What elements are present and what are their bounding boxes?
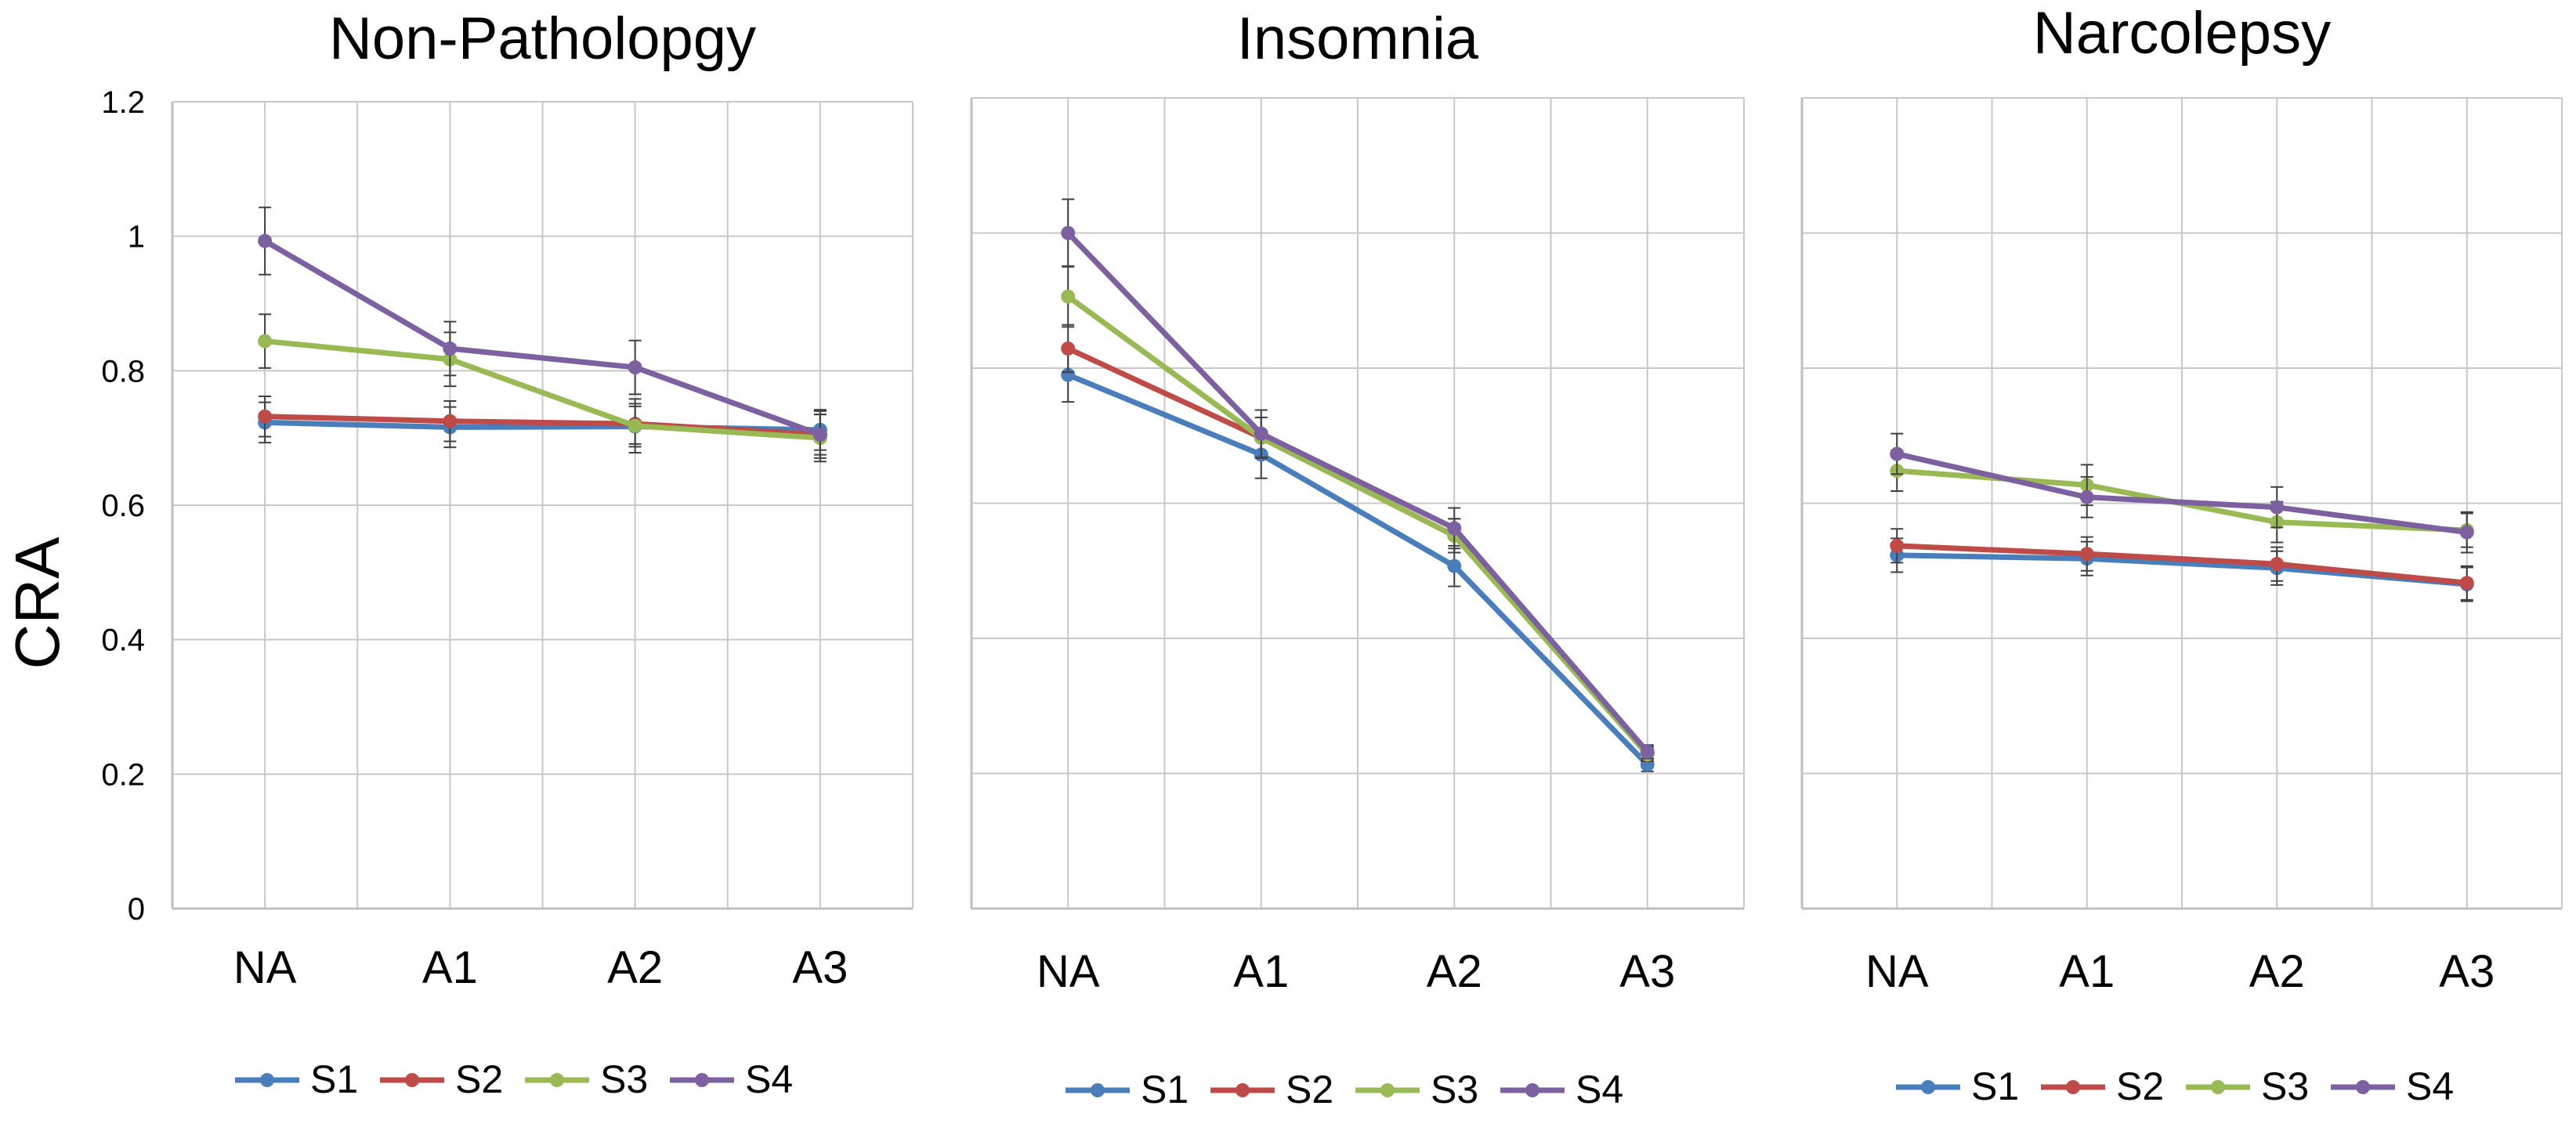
data-point [258, 334, 273, 349]
data-point [1890, 446, 1905, 461]
x-tick-label: A2 [1427, 946, 1482, 997]
series-line [1897, 543, 2468, 586]
x-tick-label: A2 [2249, 946, 2305, 997]
legend-marker [1921, 1080, 1935, 1094]
legend-label: S1 [1141, 1068, 1189, 1111]
legend-marker [1525, 1083, 1539, 1097]
x-tick-label: A3 [1619, 946, 1675, 997]
chart-title: Narcolepsy [2033, 0, 2331, 67]
data-point [1061, 289, 1076, 304]
legend-label: S1 [310, 1057, 358, 1101]
legend-marker [1380, 1083, 1395, 1097]
panel-2: Insomnia NA A1 A2 A3 S1 S2 S3 S4 [970, 5, 1745, 1111]
series-line [1066, 294, 1650, 757]
x-tick-label: A3 [792, 942, 848, 993]
legend-marker [1236, 1083, 1250, 1097]
y-tick-label: 0 [128, 892, 145, 927]
y-tick-label: 0.2 [101, 757, 145, 792]
data-point [2079, 547, 2094, 562]
panel-3: Narcolepsy NA A1 A2 A3 S1 S2 S3 S4 [1800, 0, 2563, 1108]
legend-label: S4 [2406, 1064, 2454, 1108]
series-line [264, 338, 821, 441]
legend-label: S3 [1431, 1068, 1478, 1111]
legend-marker [2356, 1080, 2370, 1094]
legend-label: S2 [1286, 1068, 1333, 1111]
x-tick-label: A3 [2439, 946, 2495, 997]
x-tick-label: A1 [1233, 946, 1289, 997]
chart-title: Insomnia [1237, 5, 1479, 72]
x-tick-label: NA [1865, 946, 1929, 997]
data-point [258, 409, 273, 424]
series-line [1896, 451, 2468, 536]
data-point [2459, 525, 2474, 540]
series-s4 [1890, 432, 2474, 554]
data-point [2459, 576, 2474, 591]
legend-marker [260, 1073, 274, 1087]
x-tick-label: A2 [607, 942, 663, 993]
legend-marker [405, 1073, 419, 1087]
x-tick-label: NA [233, 942, 297, 993]
data-point [1061, 341, 1076, 356]
data-point [1890, 538, 1905, 553]
series-s4 [1061, 198, 1655, 760]
legend-label: S2 [455, 1057, 503, 1101]
data-point [443, 414, 458, 428]
x-tick-label: A1 [422, 942, 478, 993]
y-axis-label: CRA [2, 537, 72, 670]
x-tick-label: NA [1037, 946, 1100, 997]
data-point [1447, 558, 1462, 573]
series-s4 [258, 206, 827, 459]
data-point [628, 418, 642, 433]
legend-marker [550, 1073, 564, 1087]
legend-marker [695, 1073, 709, 1087]
legend-label: S4 [1576, 1068, 1623, 1111]
panel-1: Non-Patholopgy 0 0.2 0.4 0.6 0.8 1 1.2 NA A1 A2 A3 S… [101, 5, 914, 1101]
y-tick-label: 1.2 [101, 85, 145, 120]
chart-title: Non-Patholopgy [329, 5, 756, 72]
y-tick-label: 0.4 [101, 623, 145, 658]
data-point [1254, 426, 1268, 441]
data-point [1061, 226, 1076, 240]
legend-label: S3 [600, 1057, 648, 1101]
data-point [1447, 521, 1462, 536]
x-tick-label: A1 [2059, 946, 2115, 997]
data-point [1061, 367, 1076, 382]
legend-marker [2211, 1080, 2225, 1094]
legend-label: S3 [2261, 1064, 2309, 1108]
data-point [1640, 744, 1655, 759]
legend: S1 S2 S3 S4 [235, 1057, 793, 1101]
data-point [2079, 490, 2094, 504]
legend-label: S1 [1971, 1064, 2019, 1108]
y-tick-label: 0.8 [101, 354, 145, 388]
series-s2 [1890, 528, 2474, 601]
data-point [812, 427, 827, 442]
data-point [258, 233, 273, 248]
legend-label: S2 [2116, 1064, 2164, 1108]
legend: S1 S2 S3 S4 [1065, 1068, 1623, 1111]
series-line [263, 238, 822, 438]
y-tick-label: 0.6 [101, 489, 145, 523]
data-point [443, 341, 458, 356]
legend: S1 S2 S3 S4 [1896, 1064, 2454, 1108]
data-point [628, 360, 642, 375]
data-point [2270, 500, 2285, 515]
data-point [2270, 557, 2285, 572]
legend-label: S4 [745, 1057, 793, 1101]
series-line [1066, 372, 1650, 767]
legend-marker [1091, 1083, 1105, 1097]
y-tick-label: 1 [128, 220, 145, 255]
legend-marker [2066, 1080, 2080, 1094]
series-line [1065, 231, 1650, 754]
